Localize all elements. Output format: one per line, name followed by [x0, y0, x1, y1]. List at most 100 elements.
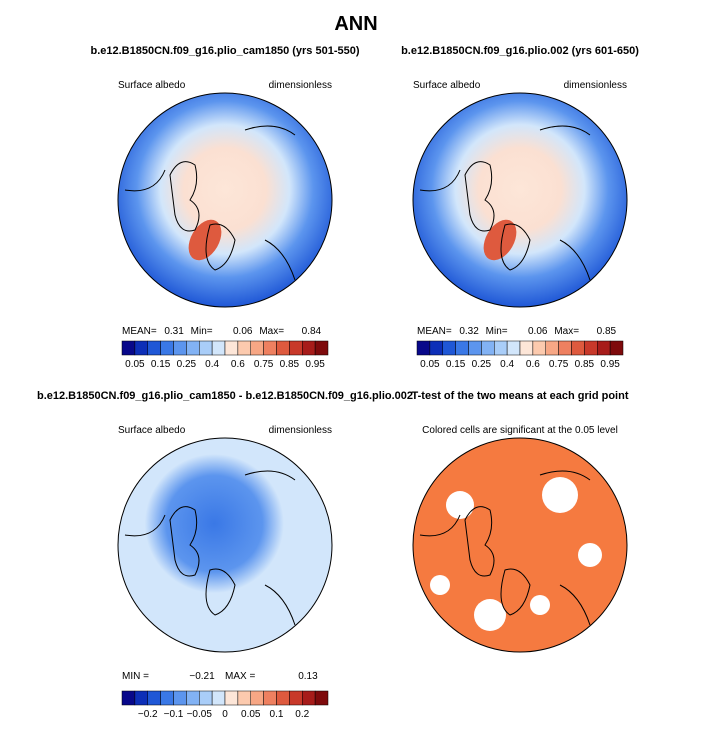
colorbar-box — [532, 340, 546, 356]
stat-text: 0.32 — [459, 326, 479, 337]
left-label: Surface albedo — [118, 80, 186, 91]
map-disc — [117, 437, 333, 653]
colorbar-box — [314, 690, 329, 706]
nonsignificant-area — [530, 595, 550, 615]
stat-text: MEAN= — [122, 326, 157, 337]
panel-title: b.e12.B1850CN.f09_g16.plio.002 (yrs 601-… — [401, 45, 639, 57]
colorbar-box — [250, 690, 264, 706]
colorbar-box — [302, 340, 316, 356]
colorbar-label: 0.75 — [549, 359, 569, 370]
colorbar-box — [416, 340, 431, 356]
stat-text: MAX = — [225, 671, 255, 682]
colorbar-label: 0.95 — [305, 359, 325, 370]
stat-text: Max= — [259, 326, 284, 337]
colorbar-box — [314, 340, 329, 356]
colorbar-box — [173, 690, 187, 706]
colorbar-box — [571, 340, 585, 356]
stat-text: MIN = — [122, 671, 149, 682]
colorbar-box — [545, 340, 559, 356]
colorbar-box — [250, 340, 264, 356]
colorbar-box — [276, 690, 290, 706]
left-label: Surface albedo — [118, 425, 186, 436]
stat-text: MEAN= — [417, 326, 452, 337]
colorbar-box — [134, 340, 148, 356]
right-label: dimensionless — [564, 80, 627, 91]
colorbar-box — [584, 340, 598, 356]
colorbar-label: 0 — [222, 709, 228, 720]
stat-text: Min= — [191, 326, 213, 337]
map-disc — [117, 92, 333, 308]
stat-text: 0.31 — [164, 326, 184, 337]
colorbar-box — [442, 340, 456, 356]
main-title: ANN — [334, 13, 377, 35]
colorbar-box — [121, 690, 136, 706]
colorbar-label: 0.75 — [254, 359, 274, 370]
colorbar-box — [597, 340, 611, 356]
greenland — [483, 219, 517, 261]
colorbar-box — [224, 690, 239, 706]
coastline — [124, 470, 296, 626]
colorbar-box — [263, 340, 277, 356]
stat-text: 0.06 — [528, 326, 548, 337]
colorbar-box — [558, 340, 572, 356]
nonsignificant-area — [578, 543, 602, 567]
colorbar-label: 0.95 — [600, 359, 620, 370]
right-label: dimensionless — [269, 80, 332, 91]
colorbar-box — [481, 340, 495, 356]
panel-title: b.e12.B1850CN.f09_g16.plio_cam1850 (yrs … — [90, 45, 359, 57]
colorbar-label: 0.85 — [575, 359, 595, 370]
panel-subtitle: Colored cells are significant at the 0.0… — [422, 425, 618, 436]
left-label: Surface albedo — [413, 80, 481, 91]
coastline — [419, 470, 591, 626]
colorbar-box — [199, 690, 213, 706]
colorbar-box — [199, 340, 213, 356]
stat-text: Min= — [486, 326, 508, 337]
colorbar-label: 0.85 — [280, 359, 300, 370]
colorbar-label: 0.6 — [231, 359, 245, 370]
colorbar-box — [224, 340, 239, 356]
colorbar-box — [211, 340, 226, 356]
colorbar-box — [519, 340, 534, 356]
panel-title: b.e12.B1850CN.f09_g16.plio_cam1850 - b.e… — [37, 390, 413, 402]
colorbar-label: −0.1 — [164, 709, 184, 720]
colorbar-label: 0.25 — [177, 359, 197, 370]
colorbar-label: −0.2 — [138, 709, 158, 720]
panel-title: T-test of the two means at each grid poi… — [412, 390, 629, 402]
colorbar-box — [302, 690, 316, 706]
colorbar-box — [160, 690, 174, 706]
colorbar-label: 0.4 — [500, 359, 514, 370]
colorbar-label: 0.25 — [472, 359, 492, 370]
colorbar-box — [121, 340, 136, 356]
nonsignificant-area — [446, 491, 474, 519]
colorbar-box — [147, 340, 161, 356]
colorbar-box — [237, 690, 251, 706]
colorbar-box — [160, 340, 174, 356]
map-disc — [412, 92, 628, 308]
colorbar-box — [506, 340, 521, 356]
coastline — [419, 125, 591, 281]
colorbar-box — [186, 340, 200, 356]
colorbar-box — [276, 340, 290, 356]
colorbar-box — [173, 340, 187, 356]
colorbar-box — [494, 340, 508, 356]
colorbar-box — [455, 340, 469, 356]
colorbar-box — [211, 690, 226, 706]
colorbar-box — [147, 690, 161, 706]
colorbar-box — [609, 340, 624, 356]
colorbar-box — [468, 340, 482, 356]
colorbar-label: 0.05 — [125, 359, 145, 370]
stat-text: 0.13 — [298, 671, 318, 682]
colorbar-label: 0.6 — [526, 359, 540, 370]
colorbar-label: −0.05 — [187, 709, 213, 720]
colorbar-box — [134, 690, 148, 706]
nonsignificant-area — [474, 599, 506, 631]
greenland — [188, 219, 222, 261]
colorbar-box — [186, 690, 200, 706]
colorbar-label: 0.1 — [270, 709, 284, 720]
colorbar-box — [289, 690, 303, 706]
coastline — [124, 125, 296, 281]
colorbar-label: 0.05 — [241, 709, 261, 720]
colorbar-box — [263, 690, 277, 706]
stat-text: 0.84 — [302, 326, 322, 337]
